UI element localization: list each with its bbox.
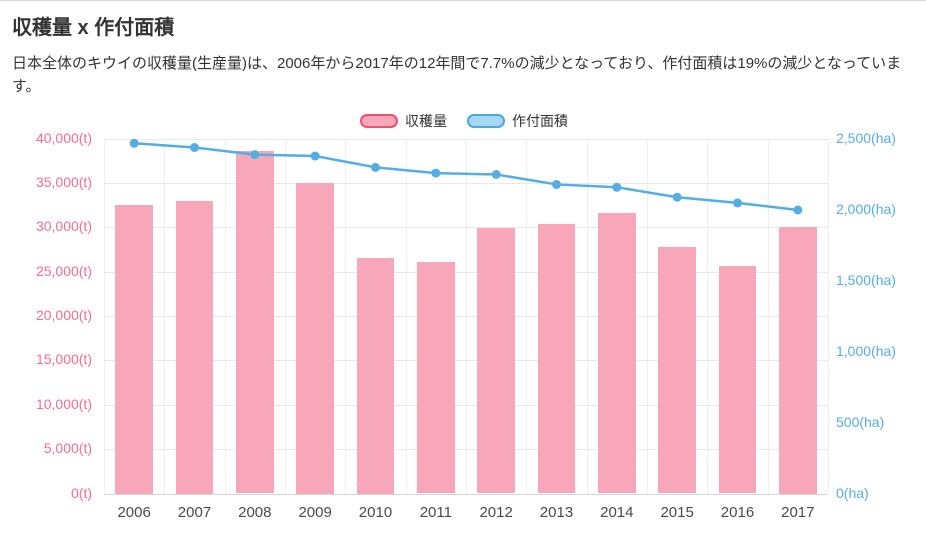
h-gridline bbox=[104, 449, 828, 451]
left-axis-tick-label: 35,000(t) bbox=[35, 173, 92, 190]
h-gridline bbox=[104, 227, 828, 229]
left-axis-tick-label: 0(t) bbox=[71, 484, 92, 501]
h-gridline bbox=[104, 271, 828, 273]
bar-2011[interactable] bbox=[417, 261, 455, 494]
legend-swatch bbox=[467, 113, 505, 128]
left-axis-tick-label: 40,000(t) bbox=[35, 129, 92, 146]
left-axis-tick-label: 25,000(t) bbox=[35, 262, 92, 279]
right-axis-tick-label: 1,000(ha) bbox=[836, 342, 896, 359]
right-axis-tick-label: 2,000(ha) bbox=[836, 200, 896, 217]
line-point-2015[interactable] bbox=[672, 192, 682, 202]
h-gridline bbox=[104, 138, 828, 140]
x-axis-tick-label: 2011 bbox=[419, 503, 452, 521]
x-axis-tick-label: 2013 bbox=[539, 503, 574, 521]
x-axis-tick-label: 2016 bbox=[720, 503, 755, 521]
legend-item-harvest[interactable]: 収穫量 bbox=[360, 111, 447, 131]
left-axis-tick-label: 30,000(t) bbox=[35, 218, 92, 235]
bar-2015[interactable] bbox=[658, 246, 696, 494]
line-point-2012[interactable] bbox=[491, 169, 501, 179]
chart-description: 日本全体のキウイの収穫量(生産量)は、2006年から2017年の12年間で7.7… bbox=[12, 55, 902, 96]
right-axis-tick-label: 0(ha) bbox=[836, 484, 869, 501]
x-axis-tick-label: 2009 bbox=[298, 503, 332, 521]
page: 収穫量 x 作付面積 日本全体のキウイの収穫量(生産量)は、2006年から201… bbox=[0, 1, 926, 529]
h-gridline bbox=[104, 182, 828, 184]
chart: 40,000(t) 35,000(t) 30,000(t) 25,000(t) 20,0… bbox=[12, 129, 916, 529]
page-title: 収穫量 x 作付面積 bbox=[12, 17, 175, 39]
h-gridline bbox=[104, 360, 828, 362]
line-point-2010[interactable] bbox=[371, 162, 380, 172]
x-axis-tick-label: 2007 bbox=[177, 503, 212, 521]
line-point-2006[interactable] bbox=[129, 138, 139, 148]
bar-2013[interactable] bbox=[537, 223, 576, 494]
x-axis-tick-label: 2014 bbox=[600, 503, 634, 521]
right-axis-tick-label: 500(ha) bbox=[836, 413, 885, 430]
h-gridline bbox=[104, 316, 828, 317]
x-axis-tick-label: 2008 bbox=[238, 503, 272, 521]
x-axis-line bbox=[104, 493, 828, 495]
legend-label: 収穫量 bbox=[405, 112, 447, 129]
line-point-2009[interactable] bbox=[310, 151, 320, 161]
right-axis-tick-label: 2,500(ha) bbox=[836, 129, 896, 146]
bar-2016[interactable] bbox=[718, 266, 757, 494]
bar-2009[interactable] bbox=[296, 182, 334, 494]
right-axis-tick-label: 1,500(ha) bbox=[836, 271, 896, 288]
legend-item-planted-area[interactable]: 作付面積 bbox=[467, 111, 568, 131]
x-axis-tick-label: 2010 bbox=[358, 503, 393, 521]
chart-legend: 収穫量 作付面積 bbox=[12, 111, 916, 131]
left-axis-tick-label: 15,000(t) bbox=[35, 351, 92, 368]
line-point-2013[interactable] bbox=[552, 179, 561, 189]
x-axis-tick-label: 2015 bbox=[660, 503, 694, 521]
bar-2008[interactable] bbox=[236, 150, 274, 494]
line-point-2016[interactable] bbox=[733, 197, 742, 207]
legend-swatch bbox=[360, 113, 398, 128]
v-gridline bbox=[828, 138, 829, 494]
bar-2010[interactable] bbox=[356, 258, 395, 494]
h-gridline bbox=[104, 404, 828, 406]
left-axis-tick-label: 5,000(t) bbox=[43, 440, 92, 457]
bar-2017[interactable] bbox=[779, 227, 817, 494]
bar-2014[interactable] bbox=[598, 213, 636, 494]
line-point-2017[interactable] bbox=[793, 205, 803, 214]
left-axis-tick-label: 20,000(t) bbox=[35, 307, 92, 323]
line-point-2011[interactable] bbox=[431, 168, 441, 178]
left-axis-tick-label: 10,000(t) bbox=[35, 395, 92, 412]
bar-2012[interactable] bbox=[477, 228, 515, 494]
x-axis-tick-label: 2017 bbox=[781, 503, 815, 521]
line-point-2007[interactable] bbox=[190, 142, 199, 152]
x-axis-tick-label: 2006 bbox=[117, 503, 151, 521]
legend-label: 作付面積 bbox=[512, 112, 568, 129]
bar-2007[interactable] bbox=[175, 200, 214, 494]
bar-2006[interactable] bbox=[115, 205, 153, 494]
x-axis-tick-label: 2012 bbox=[479, 503, 513, 521]
